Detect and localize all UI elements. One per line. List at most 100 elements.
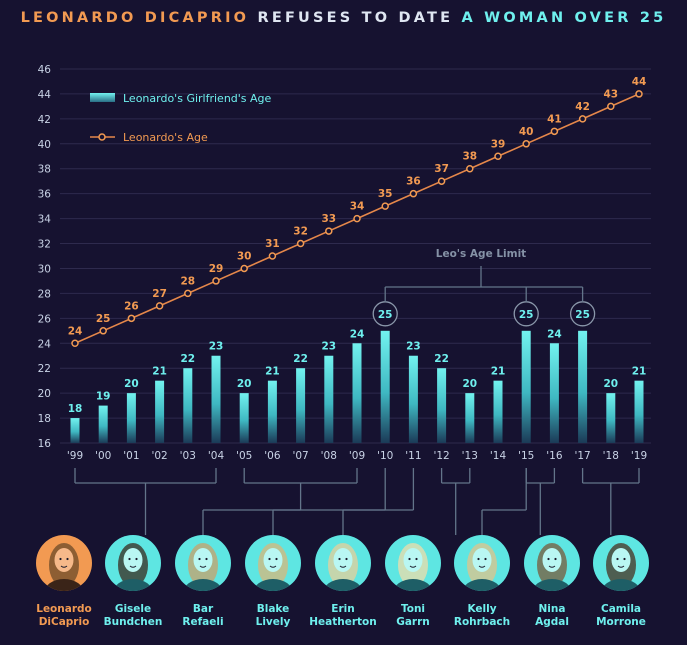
x-tick-label: '05: [236, 450, 252, 462]
bar: [549, 343, 559, 443]
bar-value-label: 22: [434, 353, 449, 365]
person-last-name: Lively: [256, 616, 291, 628]
person-avatar: [524, 535, 580, 591]
y-tick-label: 42: [38, 114, 51, 126]
age-value-label: 41: [547, 113, 562, 125]
person-first-name: Erin: [331, 603, 354, 615]
x-tick-label: '10: [377, 450, 393, 462]
y-tick-label: 34: [38, 214, 52, 226]
x-tick-label: '03: [180, 450, 196, 462]
bar-value-label: 23: [321, 341, 336, 353]
age-point: [494, 152, 502, 161]
age-value-label: 32: [293, 226, 308, 238]
x-tick-label: '06: [264, 450, 281, 462]
bar: [578, 330, 588, 443]
age-point: [99, 327, 107, 335]
age-value-label: 42: [575, 101, 590, 113]
person-last-name: Rohrbach: [454, 616, 510, 628]
x-tick-label: '19: [631, 450, 647, 462]
age-point: [381, 202, 389, 210]
bar-value-label: 23: [406, 341, 421, 353]
age-value-label: 39: [491, 138, 506, 150]
x-tick-label: '17: [574, 450, 590, 462]
x-tick-label: '09: [349, 450, 365, 462]
title-claim: A WOMAN OVER 25: [461, 10, 667, 26]
x-axis: '99 '00 '01 '02 '03 '04 '05 '06 '07 '08 '09 '10 '11 '…: [67, 450, 647, 462]
person-last-name: Heatherton: [309, 616, 377, 628]
y-tick-label: 26: [38, 313, 52, 325]
bar: [352, 343, 362, 443]
bar: [239, 393, 249, 443]
person-last-name: Agdal: [535, 616, 569, 628]
y-tick-label: 16: [38, 438, 52, 450]
chart-title: LEONARDO DICAPRIO REFUSES TO DATE A WOMA…: [0, 10, 687, 26]
age-point: [240, 264, 248, 273]
bar: [380, 330, 390, 443]
person-first-name: Gisele: [115, 603, 151, 615]
age-point: [635, 90, 643, 98]
bar: [324, 355, 334, 443]
person-avatar: [245, 535, 301, 591]
person-last-name: Bundchen: [104, 616, 163, 628]
title-verb: REFUSES TO DATE: [257, 10, 454, 26]
limit-label: Leo's Age Limit: [436, 248, 526, 260]
age-value-label: 44: [632, 76, 647, 88]
person-first-name: Bar: [193, 603, 214, 615]
bar: [126, 393, 136, 443]
age-point: [550, 127, 559, 136]
bar-value-label: 20: [603, 378, 618, 390]
y-tick-label: 22: [38, 363, 51, 375]
age-point: [127, 314, 136, 323]
legend-bar-label: Leonardo's Girlfriend's Age: [123, 92, 272, 105]
y-tick-label: 20: [38, 388, 51, 400]
bar-value-label: 18: [68, 403, 83, 415]
person-first-name: Toni: [401, 603, 425, 615]
x-tick-label: '14: [490, 450, 507, 462]
person-avatar: [385, 535, 441, 591]
bar: [521, 330, 531, 443]
age-value-label: 33: [321, 213, 336, 225]
y-tick-label: 38: [38, 164, 51, 176]
person-avatar: [105, 535, 161, 591]
x-tick-label: '08: [321, 450, 337, 462]
age-value-label: 36: [406, 176, 421, 188]
y-tick-label: 40: [38, 139, 51, 151]
age-value-label: 38: [462, 151, 477, 163]
bar: [493, 380, 503, 443]
bar-value-label: 21: [491, 366, 506, 378]
bar: [465, 393, 475, 443]
age-value-label: 25: [96, 313, 111, 325]
y-tick-label: 44: [38, 89, 52, 101]
bar-value-label: 24: [547, 328, 562, 340]
bar: [267, 380, 277, 443]
x-tick-label: '11: [405, 450, 421, 462]
title-name: LEONARDO DICAPRIO: [20, 10, 250, 26]
bar-value-label: 19: [96, 391, 111, 403]
person-last-name: DiCaprio: [39, 616, 90, 628]
bar-value-label: 22: [293, 353, 308, 365]
bar: [183, 368, 193, 443]
x-tick-label: '12: [433, 450, 449, 462]
x-tick-label: '02: [151, 450, 167, 462]
age-point: [522, 140, 530, 148]
x-tick-label: '13: [462, 450, 478, 462]
person-avatar: [36, 535, 92, 591]
y-tick-label: 46: [38, 64, 52, 76]
person-first-name: Camila: [601, 603, 641, 615]
bar-value-label: 21: [632, 366, 647, 378]
y-tick-label: 36: [38, 189, 52, 201]
x-tick-label: '99: [67, 450, 83, 462]
bar: [408, 355, 418, 443]
person-first-name: Leonardo: [36, 603, 92, 615]
bar: [437, 368, 447, 443]
bar-value-label: 22: [180, 353, 195, 365]
age-value-label: 27: [152, 288, 167, 300]
x-tick-label: '04: [208, 450, 225, 462]
age-point: [71, 339, 79, 348]
x-tick-label: '07: [292, 450, 308, 462]
bar-value-label: 25: [575, 309, 590, 321]
age-point: [212, 277, 220, 285]
age-point: [325, 227, 333, 235]
bar: [606, 393, 616, 443]
